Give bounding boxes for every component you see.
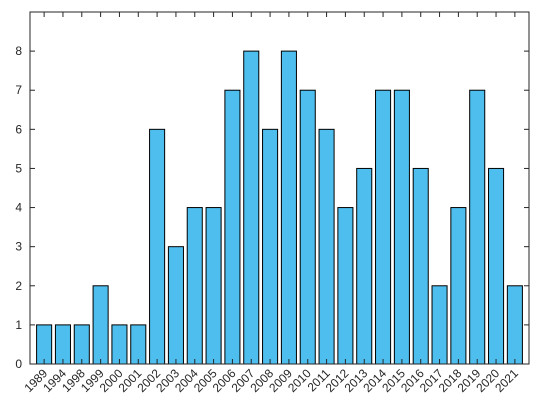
y-tick-label: 4	[15, 201, 22, 215]
bar-2003	[167, 246, 184, 365]
y-tick-label: 3	[15, 240, 22, 254]
bar-2014	[375, 89, 392, 365]
bar-2007	[243, 50, 260, 365]
bar-2006	[224, 89, 241, 365]
bar-1994	[54, 324, 71, 365]
x-tick-label-2021: 2021	[492, 366, 521, 395]
y-tick-label: 7	[15, 83, 22, 97]
bar-2019	[469, 89, 486, 365]
bar-2008	[262, 128, 279, 365]
bar-2009	[280, 50, 297, 365]
bar-2011	[318, 128, 335, 365]
y-tick-label: 1	[15, 318, 22, 332]
bar-2013	[356, 167, 373, 365]
bar-2002	[149, 128, 166, 365]
bar-2020	[488, 167, 505, 365]
bar-2010	[299, 89, 316, 365]
bar-1999	[92, 285, 109, 365]
y-tick-label: 6	[15, 122, 22, 136]
bar-1989	[36, 324, 53, 365]
y-tick-label: 2	[15, 279, 22, 293]
bar-2001	[130, 324, 147, 365]
bar-2021	[506, 285, 523, 365]
bar-2004	[186, 207, 203, 365]
bars-group	[36, 50, 523, 365]
y-tick-label: 5	[15, 161, 22, 175]
plot-frame	[29, 11, 530, 365]
y-tick-label: 8	[15, 44, 22, 58]
bar-2015	[393, 89, 410, 365]
bar-2012	[337, 207, 354, 365]
y-axis: 0 1 2 3 4 5 6 7 8	[15, 44, 529, 371]
bar-2018	[450, 207, 467, 365]
bar-2000	[111, 324, 128, 365]
bar-2017	[431, 285, 448, 365]
bar-2016	[412, 167, 429, 365]
y-tick-label: 0	[15, 357, 22, 371]
bar-2005	[205, 207, 222, 365]
bar-1998	[73, 324, 90, 365]
